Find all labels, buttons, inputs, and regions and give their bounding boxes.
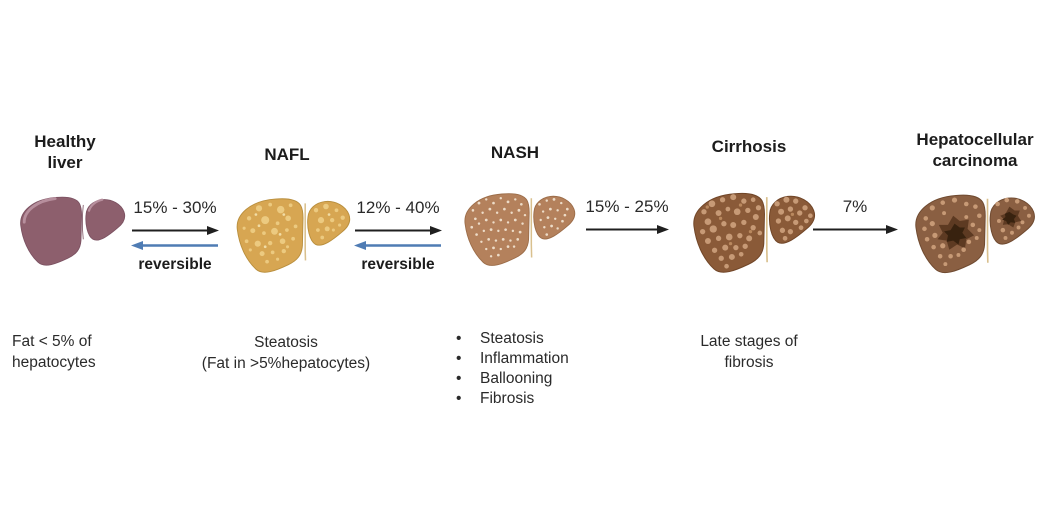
transition-rate: 15% - 30%: [133, 198, 217, 217]
list-item-label: Fibrosis: [480, 390, 535, 407]
forward-arrow-icon: [586, 225, 669, 234]
healthy-liver-description: Fat < 5% of hepatocytes: [12, 331, 162, 373]
liver-highlight: [22, 197, 57, 224]
nash-liver-illustration: [464, 193, 576, 266]
list-item: • Ballooning: [456, 369, 606, 389]
transition-cirrhosis-to-hcc: 7%: [810, 197, 900, 235]
list-item: • Fibrosis: [456, 389, 606, 409]
description-line: hepatocytes: [12, 354, 96, 371]
stage-title-nafl: NAFL: [264, 145, 310, 164]
description-line: fibrosis: [724, 354, 774, 371]
hcc-nodule-spots: [922, 197, 1031, 267]
stage-title-cirrhosis: Cirrhosis: [711, 137, 787, 156]
bullet-icon: •: [456, 330, 462, 347]
stage-title-hepatocellular-carcinoma: Hepatocellular carcinoma: [905, 129, 1045, 171]
list-item: • Inflammation: [456, 349, 606, 369]
bullet-icon: •: [456, 350, 462, 367]
reversible-label: reversible: [361, 256, 435, 273]
bullet-icon: •: [456, 390, 462, 407]
transition-rate: 15% - 25%: [585, 197, 669, 216]
bullet-icon: •: [456, 370, 462, 387]
description-line: Steatosis: [254, 334, 318, 351]
nash-feature-list: • Steatosis • Inflammation • Ballooning …: [456, 329, 606, 409]
description-line: (Fat in >5%hepatocytes): [201, 355, 371, 372]
list-item-label: Steatosis: [480, 330, 544, 347]
stage-title-healthy-liver: Healthy liver: [10, 131, 120, 173]
fat-droplet-spots-light: [254, 213, 331, 249]
nafl-description: Steatosis (Fat in >5%hepatocytes): [196, 332, 376, 374]
stage-title-line: Hepatocellular: [916, 130, 1034, 149]
liver-crease: [81, 204, 84, 240]
forward-arrow-icon: [355, 226, 442, 235]
reverse-arrow-icon: [131, 241, 218, 250]
hepatocellular-carcinoma-liver-illustration: [915, 194, 1035, 274]
stage-title-nash: NASH: [490, 143, 540, 162]
transition-healthy-to-nafl: 15% - 30% reversible: [128, 198, 222, 274]
stage-title-line: carcinoma: [932, 151, 1018, 170]
tumor-mass-inner: [944, 223, 967, 245]
liver-highlight: [87, 198, 104, 212]
inflammation-dots: [470, 197, 569, 258]
fat-droplet-spots: [242, 202, 345, 264]
reversible-label: reversible: [138, 256, 212, 273]
stage-title-line: Healthy: [34, 132, 96, 151]
cirrhosis-liver-illustration: [693, 192, 816, 273]
transition-nash-to-cirrhosis: 15% - 25%: [584, 197, 670, 235]
transition-nafl-to-nash: 12% - 40% reversible: [350, 198, 446, 274]
cirrhosis-description: Late stages of fibrosis: [688, 331, 810, 373]
cirrhosis-nodules: [699, 194, 813, 269]
healthy-liver-illustration: [20, 196, 126, 266]
forward-arrow-icon: [132, 226, 219, 235]
transition-rate: 7%: [842, 197, 868, 216]
description-line: Fat < 5% of: [12, 333, 92, 350]
forward-arrow-icon: [813, 225, 898, 234]
list-item: • Steatosis: [456, 329, 606, 349]
tumor-mass-inner: [1002, 211, 1017, 225]
stage-title-line: liver: [47, 153, 83, 172]
list-item-label: Inflammation: [480, 350, 569, 367]
nafl-liver-illustration: [236, 198, 351, 273]
transition-rate: 12% - 40%: [356, 198, 440, 217]
list-item-label: Ballooning: [480, 370, 553, 387]
reverse-arrow-icon: [354, 241, 441, 250]
description-line: Late stages of: [700, 333, 798, 350]
cirrhosis-nodules-dark: [705, 203, 795, 246]
